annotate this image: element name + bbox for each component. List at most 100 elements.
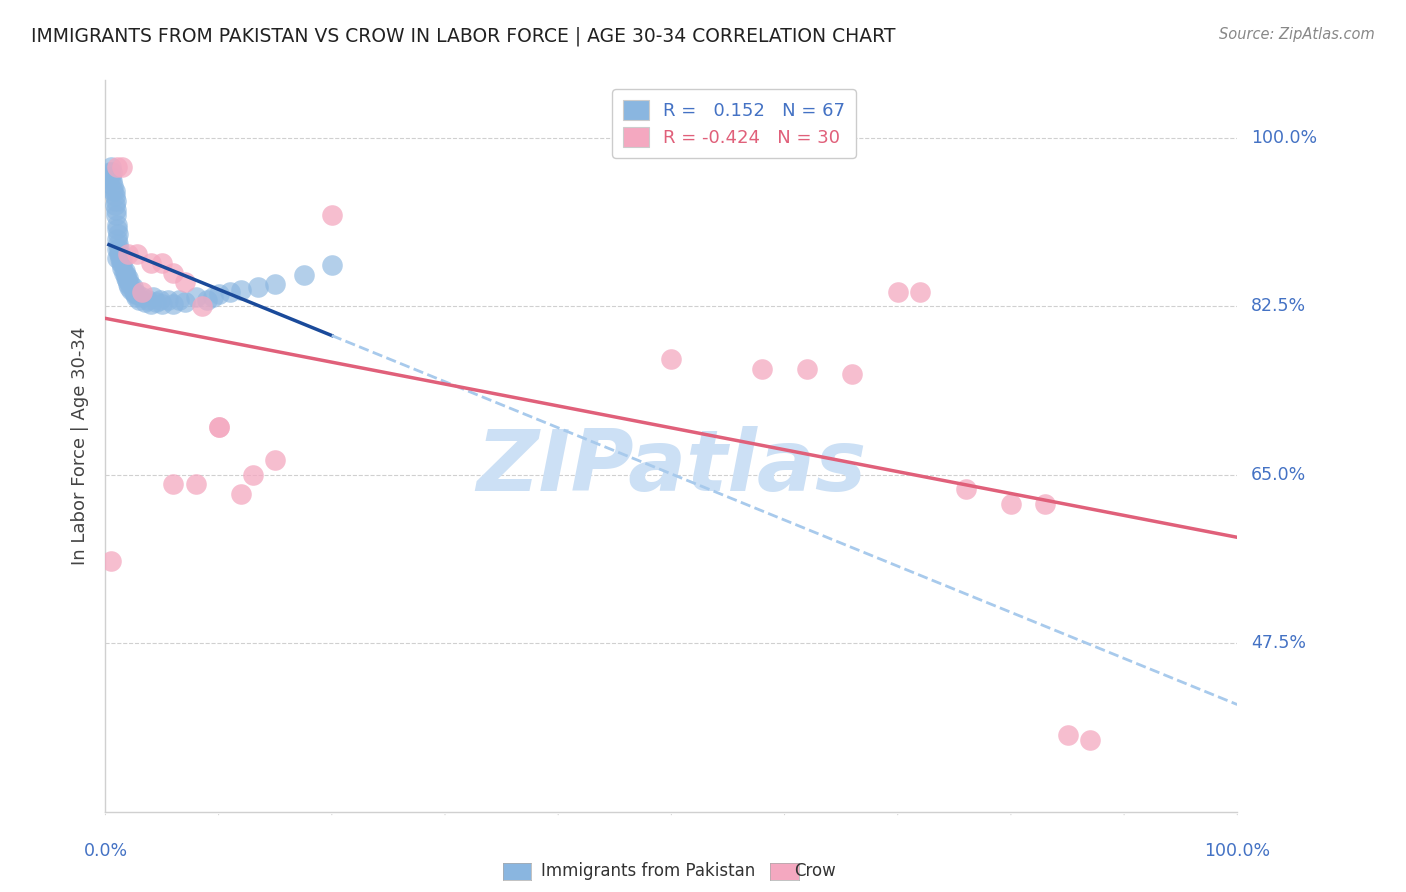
Text: 47.5%: 47.5%	[1251, 634, 1306, 652]
Text: Crow: Crow	[794, 863, 837, 880]
Point	[103, 198, 125, 212]
Point	[208, 419, 231, 434]
Point	[149, 293, 172, 307]
Point	[796, 362, 818, 376]
Point	[231, 283, 253, 297]
Point	[184, 290, 207, 304]
Point	[162, 477, 184, 491]
Y-axis label: In Labor Force | Age 30-34: In Labor Force | Age 30-34	[70, 326, 89, 566]
Point	[111, 260, 134, 275]
Point	[142, 290, 165, 304]
Point	[105, 218, 128, 232]
Point	[128, 293, 150, 307]
Point	[124, 287, 146, 301]
Point	[162, 296, 184, 310]
Point	[120, 277, 142, 292]
Point	[105, 252, 128, 266]
Point	[117, 277, 139, 292]
Point	[114, 270, 136, 285]
Point	[108, 252, 131, 266]
Point	[751, 362, 773, 376]
Point	[910, 285, 932, 299]
Text: 100.0%: 100.0%	[1251, 129, 1317, 147]
Point	[111, 252, 134, 266]
Point	[173, 294, 195, 309]
Point	[131, 285, 153, 299]
Point	[105, 232, 128, 246]
Text: Immigrants from Pakistan: Immigrants from Pakistan	[541, 863, 755, 880]
Point	[103, 188, 125, 202]
Point	[104, 203, 127, 218]
Point	[107, 227, 129, 242]
Point	[101, 174, 124, 188]
Point	[167, 293, 190, 307]
Point	[264, 277, 287, 292]
Point	[201, 290, 224, 304]
Point	[100, 169, 122, 184]
Point	[127, 246, 149, 260]
Point	[100, 554, 122, 568]
Point	[117, 270, 139, 285]
Point	[242, 467, 264, 482]
Point	[208, 419, 231, 434]
Point	[247, 280, 270, 294]
Point	[955, 483, 977, 497]
Point	[841, 367, 863, 381]
Point	[208, 287, 231, 301]
Point	[104, 208, 127, 222]
Point	[114, 264, 136, 278]
Point	[264, 453, 287, 467]
Point	[887, 285, 910, 299]
Point	[110, 256, 132, 270]
Point	[111, 160, 134, 174]
Point	[184, 477, 207, 491]
Point	[121, 280, 143, 294]
Point	[1000, 497, 1022, 511]
Point	[122, 285, 145, 299]
Point	[108, 246, 131, 260]
Point	[103, 184, 125, 198]
Point	[112, 266, 135, 280]
Point	[125, 290, 148, 304]
Point	[100, 160, 122, 174]
Point	[231, 487, 253, 501]
Point	[292, 268, 315, 282]
Point	[98, 164, 121, 178]
Point	[111, 256, 134, 270]
Point	[114, 268, 136, 282]
Point	[219, 285, 242, 299]
Point	[103, 179, 125, 194]
Point	[162, 266, 184, 280]
Text: IMMIGRANTS FROM PAKISTAN VS CROW IN LABOR FORCE | AGE 30-34 CORRELATION CHART: IMMIGRANTS FROM PAKISTAN VS CROW IN LABO…	[31, 27, 896, 46]
Point	[118, 280, 141, 294]
Point	[108, 246, 131, 260]
Point	[190, 300, 212, 314]
Point	[104, 194, 127, 208]
Point	[105, 242, 128, 256]
Point	[1033, 497, 1056, 511]
Legend: R =   0.152   N = 67, R = -0.424   N = 30: R = 0.152 N = 67, R = -0.424 N = 30	[613, 89, 856, 158]
Point	[105, 160, 128, 174]
Text: ZIPatlas: ZIPatlas	[477, 426, 866, 509]
Point	[107, 236, 129, 251]
Text: 100.0%: 100.0%	[1204, 842, 1271, 860]
Point	[150, 296, 173, 310]
Point	[173, 276, 195, 290]
Point	[108, 242, 131, 256]
Point	[134, 294, 156, 309]
Point	[103, 184, 125, 198]
Point	[139, 296, 162, 310]
Point	[661, 352, 683, 367]
Point	[97, 169, 120, 184]
Point	[139, 256, 162, 270]
Point	[321, 258, 343, 272]
Point	[115, 273, 138, 287]
Text: 82.5%: 82.5%	[1251, 297, 1306, 316]
Point	[101, 164, 124, 178]
Point	[150, 256, 173, 270]
Text: 0.0%: 0.0%	[83, 842, 128, 860]
Point	[145, 294, 167, 309]
Point	[105, 222, 128, 236]
Point	[1056, 728, 1078, 742]
Point	[321, 208, 343, 222]
